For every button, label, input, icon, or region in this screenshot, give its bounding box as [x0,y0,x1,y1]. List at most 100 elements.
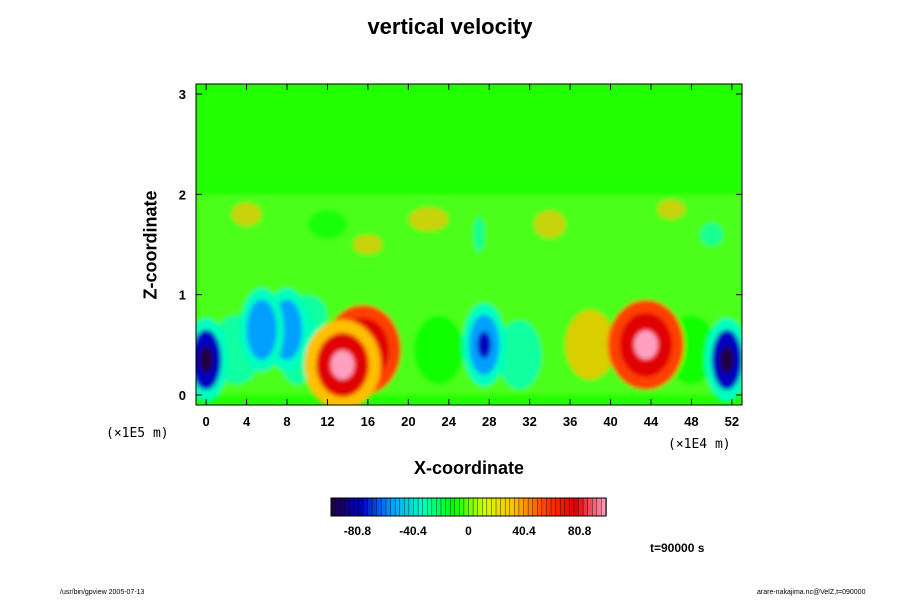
texture-patch-3 [473,216,486,253]
chart-title: vertical velocity [367,14,533,39]
texture-patch-5 [657,199,686,220]
colorbar-cell-0 [330,497,337,517]
colorbar-tick-label-3: 40.4 [512,524,536,538]
y-axis-unit: (×1E5 m) [106,426,169,441]
colorbar-cell-24 [440,497,447,517]
colorbar-cell-45 [537,497,543,517]
colorbar-cell-48 [550,497,557,517]
footer-command: /usr/bin/gpview 2005-07-13 [60,589,145,596]
texture-patch-4 [533,210,567,239]
colorbar-cell-17 [408,497,415,517]
colorbar-cell-7 [362,497,369,517]
colorbar-cell-2 [339,497,346,517]
colorbar-cell-30 [468,497,474,517]
colorbar-cell-1 [335,497,341,517]
x-tick-label-0: 0 [202,414,209,429]
colorbar-cell-11 [381,497,387,517]
colorbar-cell-13 [390,497,396,517]
colorbar: -80.8 -40.4 0 40.4 80.8 [330,497,607,538]
colorbar-cell-56 [587,497,593,517]
y-axis-label: Z-coordinate [140,190,161,300]
cell-core-5 [477,331,491,359]
x-tick-label-4: 16 [361,414,375,429]
colorbar-cell-3 [344,497,351,517]
colorbar-cell-14 [394,497,401,517]
colorbar-cell-54 [578,497,584,517]
x-axis-label: X-coordinate [413,458,524,478]
colorbar-cell-31 [472,497,479,517]
colorbar-cell-46 [541,497,548,517]
texture-patch-2 [408,207,449,232]
colorbar-frame [330,497,607,517]
colorbar-cell-22 [431,497,438,517]
colorbar-cell-28 [459,497,465,517]
colorbar-cell-50 [559,497,566,517]
colorbar-cell-26 [449,497,456,517]
colorbar-cell-39 [509,497,516,517]
texture-patch-1 [307,209,348,240]
colorbar-cell-25 [445,497,451,517]
colorbar-cell-51 [564,497,571,517]
x-axis: 0 4 8 12 16 20 24 28 32 36 40 44 48 52 [202,84,739,429]
x-tick-label-1: 4 [243,414,251,429]
colorbar-cell-44 [532,497,538,517]
plot-frame [195,83,743,406]
colorbar-cell-55 [582,497,589,517]
colorbar-cell-53 [573,497,580,517]
colorbar-cell-12 [385,497,392,517]
colorbar-cell-32 [477,497,483,517]
colorbar-cell-57 [592,497,598,517]
colorbar-cell-42 [523,497,529,517]
texture-patch-6 [699,222,724,247]
texture-patch-0 [231,202,262,227]
colorbar-cell-16 [404,497,410,517]
cell-core-1 [330,350,355,380]
colorbar-cell-6 [358,497,364,517]
colorbar-cell-35 [491,497,497,517]
footer-source: arare-nakajima.nc@VelZ,t=090000 [757,589,866,596]
x-tick-label-10: 40 [603,414,617,429]
shading-patch-2 [413,314,464,385]
colorbar-cell-8 [367,497,373,517]
x-tick-label-2: 8 [283,414,290,429]
colorbar-cell-33 [482,497,488,517]
colorbar-cell-43 [527,497,534,517]
x-tick-label-3: 12 [320,414,334,429]
colorbar-cell-29 [463,497,470,517]
y-tick-label-1: 1 [179,288,186,303]
colorbar-cell-15 [399,497,406,517]
shading-patch-3 [497,319,542,390]
y-axis: 0 1 2 3 [179,87,742,403]
colorbar-cell-36 [495,497,502,517]
colorbar-tick-label-4: 80.8 [568,524,592,538]
colorbar-tick-label-1: -40.4 [399,524,427,538]
velocity-field [196,84,742,405]
x-tick-label-5: 20 [401,414,415,429]
x-tick-label-11: 44 [644,414,659,429]
colorbar-cell-41 [518,497,525,517]
x-tick-label-9: 36 [563,414,577,429]
x-tick-label-12: 48 [684,414,698,429]
colorbar-cell-5 [353,497,360,517]
time-label: t=90000 s [650,541,705,555]
shading-patch-4 [565,309,616,380]
colorbar-cell-23 [436,497,442,517]
colorbar-cell-4 [349,497,355,517]
cell-core-3 [199,346,213,374]
colorbar-cell-47 [546,497,552,517]
y-tick-label-0: 0 [179,388,186,403]
colorbar-cell-18 [413,497,419,517]
cell-core-2 [634,330,658,360]
x-tick-label-6: 24 [442,414,457,429]
colorbar-tick-label-2: 0 [465,524,472,538]
colorbar-cell-20 [422,497,428,517]
colorbar-cell-40 [514,497,520,517]
colorbar-cell-52 [569,497,575,517]
colorbar-cell-19 [417,497,424,517]
colorbar-tick-label-0: -80.8 [344,524,372,538]
field-anomalies [196,194,742,405]
colorbar-cell-49 [555,497,561,517]
x-axis-unit: (×1E4 m) [668,437,731,452]
colorbar-cell-38 [504,497,511,517]
colorbar-cell-10 [376,497,383,517]
